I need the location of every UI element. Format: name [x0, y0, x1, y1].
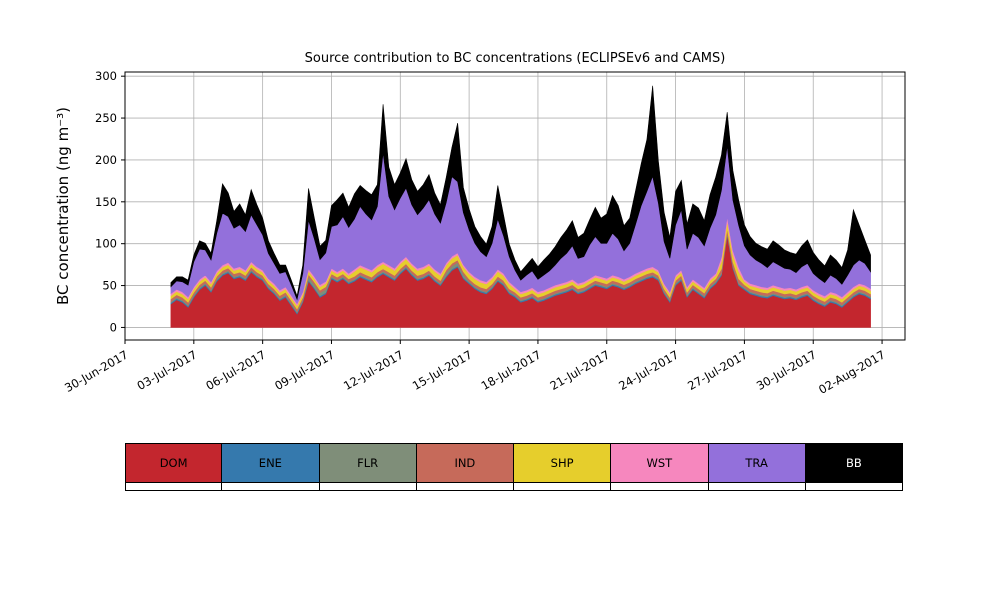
y-tick-label: 50: [102, 279, 117, 293]
area-bb: [170, 85, 871, 301]
y-axis-label: BC concentration (ng m⁻³): [54, 107, 72, 305]
legend-swatch-ind: IND: [415, 443, 514, 483]
chart-canvas: 0 50 100 150 200 250 300 30-Jun-2017 03-Jul-2017…: [54, 51, 906, 397]
x-tick-label: 24-Jul-2017: [616, 347, 681, 392]
legend-cell-bb: BB: [804, 443, 903, 491]
y-tick-label: 150: [95, 195, 117, 209]
legend-subcell: [804, 483, 903, 491]
legend-swatch-shp: SHP: [513, 443, 612, 483]
x-tick-label: 09-Jul-2017: [272, 347, 337, 392]
legend-cell-shp: SHP: [513, 443, 612, 491]
legend-subcell: [707, 483, 806, 491]
legend-label: DOM: [159, 456, 188, 470]
x-tick-label: 18-Jul-2017: [479, 347, 544, 392]
x-tick-label: 02-Aug-2017: [816, 347, 887, 396]
legend-cell-flr: FLR: [318, 443, 417, 491]
legend-subcell: [318, 483, 417, 491]
legend-subcell: [415, 483, 514, 491]
y-tick-label: 200: [95, 153, 117, 167]
y-tick-label: 0: [110, 320, 117, 334]
legend-label: SHP: [550, 456, 574, 470]
legend-cell-dom: DOM: [125, 443, 223, 491]
x-tick-label: 27-Jul-2017: [685, 347, 750, 392]
legend-label: IND: [454, 456, 476, 470]
legend-swatch-ene: ENE: [221, 443, 320, 483]
legend-label: WST: [646, 456, 673, 470]
x-tick-label: 15-Jul-2017: [410, 347, 475, 392]
x-tick-label: 30-Jul-2017: [754, 347, 819, 392]
x-tick-label: 21-Jul-2017: [547, 347, 612, 392]
legend-label: FLR: [357, 456, 379, 470]
x-tick-label: 30-Jun-2017: [62, 347, 130, 395]
legend-subcell: [610, 483, 709, 491]
legend-label: BB: [845, 456, 862, 470]
legend-swatch-wst: WST: [610, 443, 709, 483]
x-tick-label: 03-Jul-2017: [135, 347, 200, 392]
chart-title: Source contribution to BC concentrations…: [305, 51, 726, 66]
x-tick-label: 06-Jul-2017: [203, 347, 268, 392]
legend-cell-wst: WST: [610, 443, 709, 491]
x-tick-label: 12-Jul-2017: [341, 347, 406, 392]
legend-cell-tra: TRA: [707, 443, 806, 491]
legend: DOM ENE FLR IND SHP WST TRA BB: [125, 443, 903, 491]
legend-subcell: [513, 483, 612, 491]
legend-swatch-flr: FLR: [318, 443, 417, 483]
legend-subcell: [221, 483, 320, 491]
y-tick-label: 300: [95, 69, 117, 83]
legend-cell-ind: IND: [415, 443, 514, 491]
chart-layers: 0 50 100 150 200 250 300 30-Jun-2017 03-Jul-2017…: [62, 69, 906, 397]
legend-swatch-tra: TRA: [707, 443, 806, 483]
legend-swatch-dom: DOM: [125, 443, 223, 483]
legend-subcell: [125, 483, 223, 491]
plot-border: [124, 71, 906, 341]
y-tick-label: 250: [95, 111, 117, 125]
legend-label: ENE: [258, 456, 282, 470]
legend-swatch-bb: BB: [804, 443, 903, 483]
legend-label: TRA: [745, 456, 768, 470]
y-tick-label: 100: [95, 237, 117, 251]
legend-cell-ene: ENE: [221, 443, 320, 491]
